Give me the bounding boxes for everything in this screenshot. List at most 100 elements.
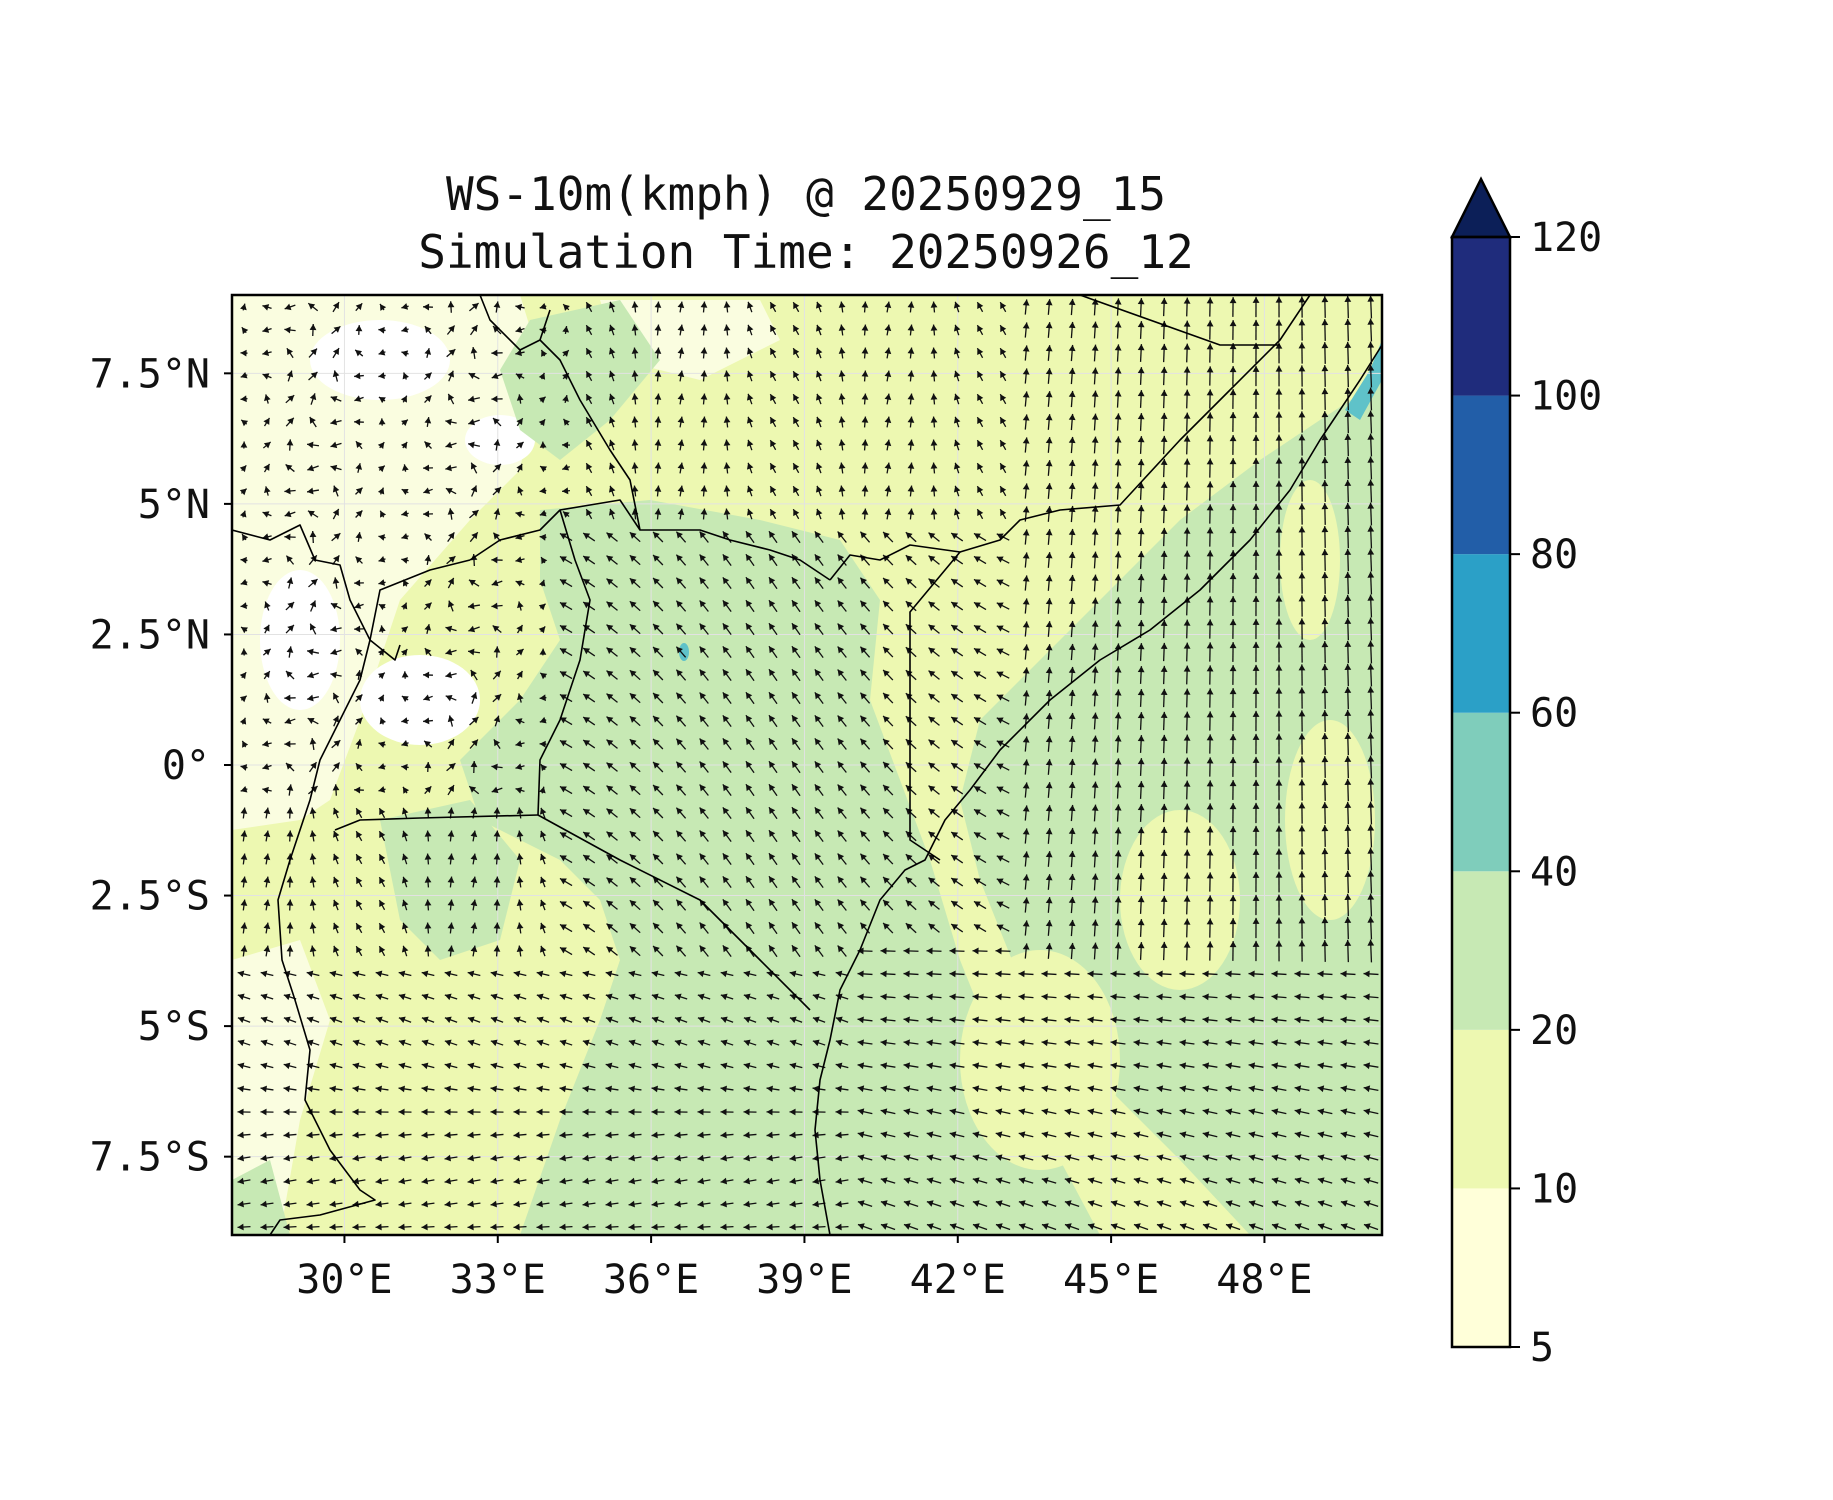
wind-arrow — [652, 531, 664, 543]
wind-arrow — [309, 807, 317, 819]
wind-arrow — [582, 900, 596, 910]
wind-arrow — [697, 1200, 711, 1208]
colorbar-segment — [1452, 871, 1510, 1030]
wind-arrow — [239, 717, 247, 725]
wind-arrow — [996, 648, 1010, 656]
wind-arrow — [424, 899, 432, 911]
wind-arrow — [1087, 1154, 1103, 1161]
wind-arrow — [1248, 1154, 1264, 1161]
wind-arrow — [1045, 414, 1053, 430]
wind-arrow — [837, 738, 847, 750]
wind-arrow — [306, 1131, 320, 1139]
wind-arrow — [674, 1108, 688, 1116]
wind-arrow — [628, 1177, 642, 1185]
wind-arrow — [1321, 365, 1329, 387]
wind-arrow — [973, 647, 987, 657]
wind-arrow — [652, 807, 664, 819]
wind-arrow — [1091, 781, 1099, 799]
wind-arrow — [424, 441, 432, 449]
wind-arrow — [1367, 456, 1375, 480]
wind-arrow — [423, 694, 433, 701]
wind-arrow — [536, 1108, 550, 1116]
wind-arrow — [652, 761, 664, 773]
wind-arrow — [401, 717, 409, 725]
wind-arrow — [467, 395, 481, 403]
wind-arrow — [513, 1062, 527, 1070]
wind-arrow — [1367, 732, 1375, 756]
wind-arrow — [926, 1200, 942, 1207]
wind-arrow — [1114, 735, 1122, 753]
wind-arrow — [355, 694, 363, 702]
wind-arrow — [1248, 1039, 1264, 1047]
wind-arrow — [1367, 479, 1375, 503]
wind-arrow — [352, 1131, 366, 1139]
wind-arrow — [1206, 481, 1214, 501]
wind-arrow — [905, 830, 917, 842]
wind-arrow — [791, 691, 801, 705]
wind-arrow — [330, 418, 342, 426]
wind-arrow — [515, 787, 525, 794]
wind-arrow — [1317, 1177, 1333, 1184]
wind-arrow — [766, 1039, 780, 1047]
wind-arrow — [1179, 993, 1195, 1001]
wind-arrow — [973, 877, 987, 887]
wind-arrow — [606, 670, 618, 680]
wind-arrow — [1275, 848, 1283, 870]
wind-arrow — [1045, 667, 1053, 683]
wind-arrow — [375, 1200, 389, 1208]
wind-arrow — [746, 462, 754, 474]
wind-arrow — [654, 462, 662, 474]
lat-tick-label: 7.5°S — [90, 1135, 210, 1181]
wind-arrow — [1275, 296, 1283, 318]
wind-arrow — [375, 1085, 389, 1093]
wind-arrow — [1344, 571, 1352, 595]
wind-arrow — [768, 645, 778, 659]
wind-arrow — [1160, 366, 1168, 386]
wind-arrow — [1367, 778, 1375, 802]
wind-arrow — [926, 993, 942, 1001]
wind-arrow — [629, 669, 641, 681]
colorbar-tick-label: 10 — [1530, 1166, 1578, 1212]
wind-arrow — [1229, 619, 1237, 639]
wind-arrow — [582, 1062, 596, 1070]
wind-arrow — [746, 416, 754, 428]
wind-arrow — [562, 418, 570, 426]
wind-arrow — [674, 970, 688, 978]
wind-arrow — [307, 510, 319, 518]
wind-arrow — [859, 646, 871, 658]
wind-arrow — [1321, 411, 1329, 433]
wind-arrow — [536, 970, 550, 978]
ethiopia-somalia-north — [1079, 295, 1280, 346]
wind-arrow — [882, 899, 894, 911]
wind-arrow — [536, 1177, 550, 1185]
wind-arrow — [421, 1039, 435, 1047]
wind-arrow — [306, 1200, 320, 1208]
wind-arrow — [490, 1062, 504, 1070]
wind-arrow — [424, 830, 432, 842]
wind-arrow — [629, 853, 641, 865]
wind-arrow — [1225, 1085, 1241, 1093]
wind-arrow — [629, 784, 641, 796]
wind-arrow — [1022, 897, 1030, 913]
wind-arrow — [470, 692, 478, 704]
wind-arrow — [953, 370, 961, 382]
wind-arrow — [608, 439, 616, 451]
wind-arrow — [631, 370, 639, 382]
wind-arrow — [515, 580, 525, 587]
wind-arrow — [861, 347, 869, 359]
wind-arrow — [1321, 572, 1329, 594]
wind-arrow — [1252, 687, 1260, 709]
wind-arrow — [652, 692, 664, 704]
wind-arrow — [768, 760, 778, 774]
wind-arrow — [490, 1016, 504, 1024]
wind-arrow — [515, 326, 525, 333]
wind-arrow — [354, 349, 364, 357]
wind-arrow — [1091, 643, 1099, 661]
wind-arrow — [1022, 575, 1030, 591]
wind-arrow — [1091, 482, 1099, 500]
wind-arrow — [1022, 690, 1030, 706]
wind-arrow — [1183, 803, 1191, 823]
wind-arrow — [884, 485, 892, 497]
wind-arrow — [861, 393, 869, 405]
wind-arrow — [263, 807, 271, 819]
